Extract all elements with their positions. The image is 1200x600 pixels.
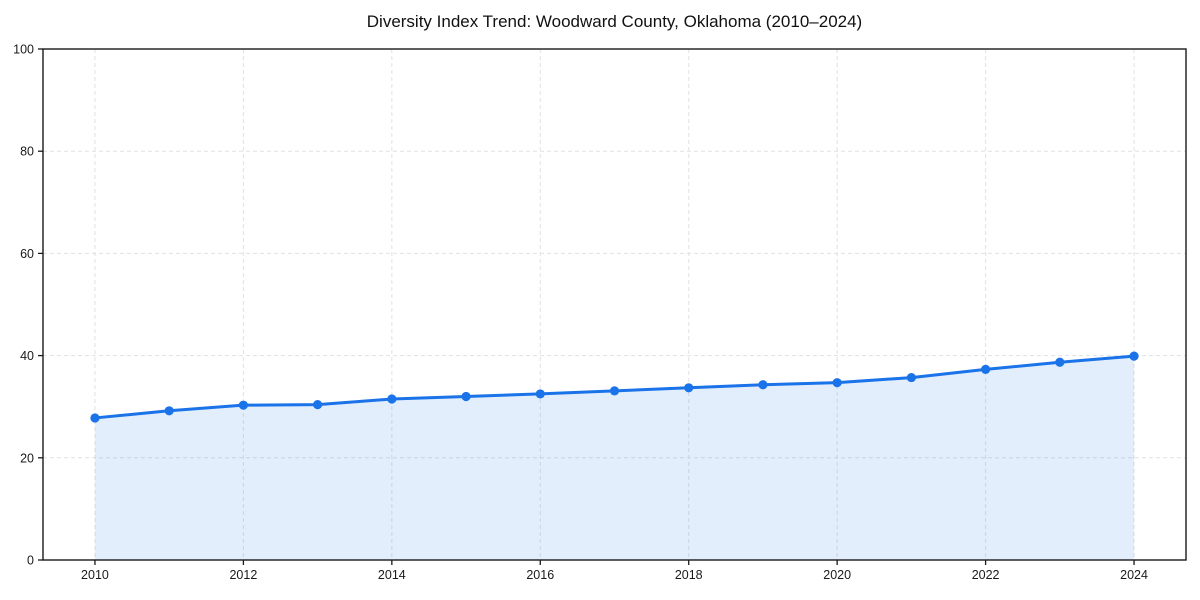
y-tick-label: 20 [20, 451, 34, 465]
y-tick-labels: 0 20 40 60 80 100 [13, 43, 34, 568]
data-point [164, 406, 174, 416]
y-tick-label: 80 [20, 145, 34, 159]
y-tick-label: 0 [27, 554, 34, 568]
data-point [90, 413, 100, 423]
x-tick-label: 2014 [378, 568, 406, 582]
data-points [90, 351, 1139, 423]
x-tick-label: 2010 [81, 568, 109, 582]
data-point [238, 400, 248, 410]
x-tick-label: 2024 [1120, 568, 1148, 582]
y-tick-label: 60 [20, 247, 34, 261]
chart-title: Diversity Index Trend: Woodward County, … [366, 12, 863, 31]
axis-ticks [38, 48, 1135, 565]
x-tick-label: 2022 [972, 568, 1000, 582]
data-point [461, 391, 471, 402]
x-tick-label: 2012 [229, 568, 257, 582]
y-tick-label: 40 [20, 349, 34, 363]
data-point [313, 400, 323, 410]
y-tick-label: 100 [13, 43, 34, 57]
data-point [906, 372, 916, 383]
data-point [1129, 351, 1139, 361]
x-tick-label: 2018 [675, 568, 703, 582]
area-fill [94, 356, 1135, 560]
data-point [684, 383, 694, 393]
plot-border [42, 48, 1187, 561]
data-point [832, 378, 842, 388]
data-point [609, 386, 620, 396]
data-point [981, 364, 991, 374]
x-tick-label: 2020 [823, 568, 851, 582]
data-point [758, 380, 768, 390]
x-tick-label: 2016 [526, 568, 554, 582]
data-point [535, 389, 545, 399]
data-point [387, 394, 397, 404]
data-point [1055, 357, 1065, 367]
x-tick-labels: 2010 2012 2014 2016 2018 2020 2022 2024 [81, 568, 1148, 582]
grid-lines [43, 48, 1186, 561]
